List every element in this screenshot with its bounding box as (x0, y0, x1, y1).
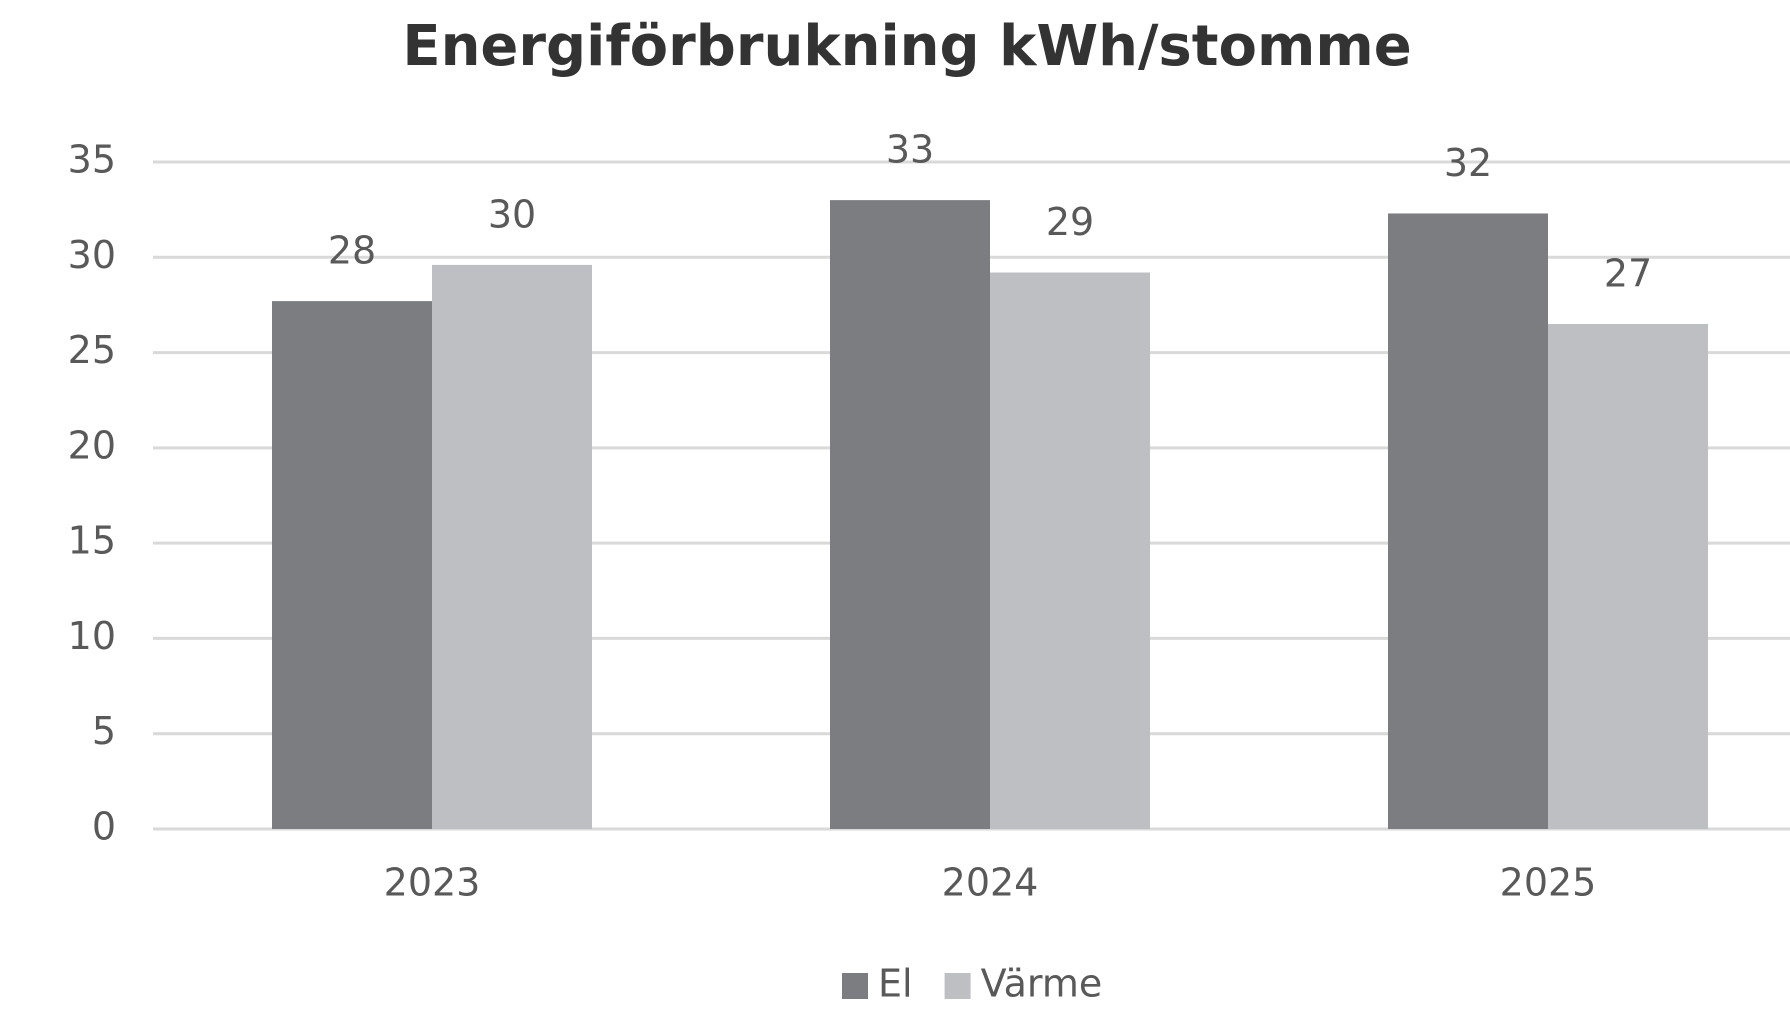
bar (830, 200, 990, 830)
y-tick-label: 30 (68, 233, 116, 277)
data-label: 30 (488, 192, 536, 236)
y-tick-label: 15 (68, 519, 116, 563)
bar (1548, 323, 1708, 829)
y-tick-label: 20 (68, 423, 116, 467)
y-tick-label: 5 (92, 709, 116, 753)
data-label: 29 (1046, 200, 1094, 244)
y-tick-label: 10 (68, 614, 116, 658)
chart-title: Energiförbrukning kWh/stomme (402, 14, 1411, 79)
data-label: 27 (1604, 251, 1652, 295)
legend-swatch (842, 973, 868, 999)
y-tick-label: 35 (68, 138, 116, 182)
y-tick-label: 0 (92, 805, 116, 849)
bar (432, 264, 592, 829)
bar (1388, 213, 1548, 829)
data-label: 28 (328, 229, 376, 273)
y-tick-label: 25 (68, 328, 116, 372)
x-tick-label: 2023 (384, 861, 481, 905)
bar (990, 272, 1150, 829)
legend-swatch (944, 973, 971, 999)
data-label: 32 (1444, 141, 1492, 185)
data-label: 33 (886, 128, 934, 172)
bar (272, 301, 432, 829)
x-tick-label: 2025 (1500, 861, 1597, 905)
x-tick-label: 2024 (942, 861, 1039, 905)
legend-label: El (878, 962, 913, 1006)
legend-label: Värme (981, 962, 1103, 1006)
